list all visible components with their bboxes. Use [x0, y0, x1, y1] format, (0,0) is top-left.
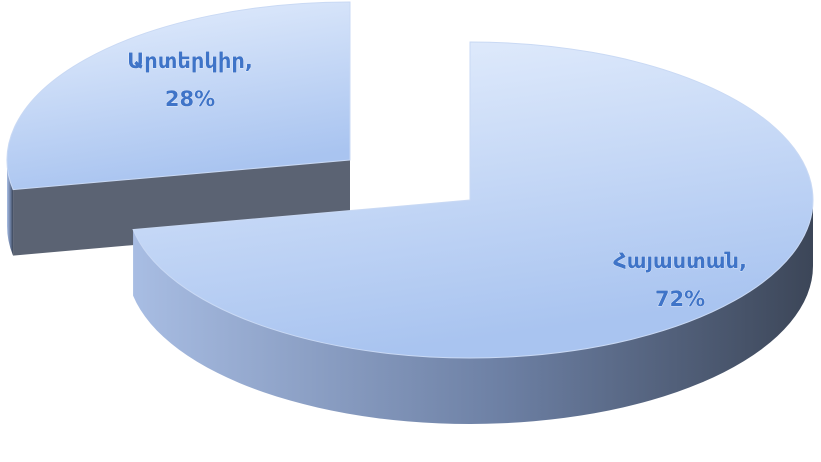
slice-label: Հայաստան,: [613, 249, 747, 273]
slice-wall: [133, 200, 814, 424]
slice: [132, 41, 814, 359]
slice-value-label: 72%: [655, 287, 705, 311]
slice-label: Արտերկիր,: [127, 49, 253, 73]
slice-value-label: 28%: [165, 87, 215, 111]
slice: [6, 1, 351, 191]
slice-wall: [7, 160, 14, 256]
pie: Արտերկիր, 28% Հայաստան, 72%: [6, 1, 814, 424]
